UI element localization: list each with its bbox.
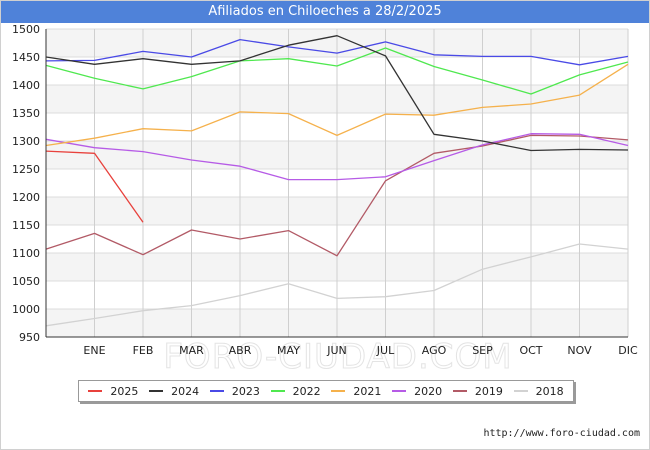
footer-url[interactable]: http://www.foro-ciudad.com [483, 428, 640, 439]
legend-swatch [270, 390, 285, 392]
x-tick-label: AGO [422, 344, 447, 357]
series-line-2018 [45, 243, 629, 327]
y-tick-label: 1350 [12, 107, 40, 120]
x-tick-labels: ENE FEB MAR ABR MAY JUN JUL AGO SEP OCT NOV DIC [83, 344, 638, 357]
x-tick-label: ENE [83, 344, 105, 357]
legend-label: 2020 [414, 384, 443, 398]
x-tick-label: JUL [376, 344, 395, 357]
y-tick-label: 1150 [12, 219, 40, 232]
legend-swatch [88, 390, 103, 392]
legend-swatch [513, 390, 528, 392]
legend-label: 2021 [353, 384, 382, 398]
x-tick-label: DIC [618, 344, 638, 357]
y-tick-label: 1450 [12, 51, 40, 64]
y-tick-labels: 950 1000 1050 1100 1150 1200 1250 1300 1350 1400 1… [12, 23, 40, 344]
series-line-2024 [45, 35, 629, 152]
x-tick-label: SEP [472, 344, 493, 357]
axes [45, 29, 628, 338]
y-tick-label: 1250 [12, 163, 40, 176]
x-tick-label: OCT [519, 344, 542, 357]
legend-label: 2025 [110, 384, 139, 398]
series-line-2021 [45, 63, 629, 147]
legend-label: 2024 [171, 384, 200, 398]
series-line-2025 [45, 150, 144, 223]
y-tick-label: 1300 [12, 135, 40, 148]
legend-label: 2022 [292, 384, 321, 398]
series-line-2023 [45, 38, 629, 66]
legend-item-2019: 2019 [452, 384, 503, 398]
legend-label: 2018 [535, 384, 564, 398]
y-tick-label: 1200 [12, 191, 40, 204]
x-tick-label: NOV [567, 344, 592, 357]
legend-swatch [392, 390, 407, 392]
watermark: FORO-CIUDAD.COM [163, 337, 512, 377]
series-line-2019 [45, 134, 629, 257]
x-tick-label: FEB [133, 344, 154, 357]
y-tick-label: 1000 [12, 303, 40, 316]
legend-item-2021: 2021 [331, 385, 381, 398]
y-tick-label: 950 [19, 331, 40, 344]
legend-item-2024: 2024 [149, 385, 199, 398]
legend-label: 2019 [474, 384, 503, 398]
chart-title: Afiliados en Chiloeches a 28/2/2025 [1, 1, 649, 23]
x-tick-label: JUN [326, 344, 347, 357]
x-tick-label: MAY [277, 344, 300, 357]
series-line-2020 [45, 133, 629, 181]
legend-swatch [331, 390, 346, 392]
legend-swatch [149, 390, 164, 392]
legend-swatch [452, 390, 467, 392]
legend-item-2018: 2018 [513, 384, 564, 398]
legend-swatch [209, 390, 224, 392]
series-line-2022 [45, 47, 629, 95]
x-tick-label: MAR [179, 344, 204, 357]
legend-item-2022: 2022 [270, 384, 321, 398]
y-tick-label: 1050 [12, 275, 40, 288]
series-lines [45, 35, 629, 327]
x-tick-label: ABR [229, 344, 252, 357]
legend-item-2025: 2025 [88, 385, 138, 398]
legend-item-2020: 2020 [392, 385, 442, 398]
gridlines [46, 28, 629, 338]
y-tick-label: 1400 [12, 79, 40, 92]
legend-item-2023: 2023 [209, 384, 260, 398]
legend: 2025 2024 2023 2022 2021 2020 2019 2018 [78, 380, 574, 402]
y-tick-label: 1100 [12, 247, 40, 260]
legend-label: 2023 [231, 384, 260, 398]
y-tick-label: 1500 [12, 23, 40, 36]
